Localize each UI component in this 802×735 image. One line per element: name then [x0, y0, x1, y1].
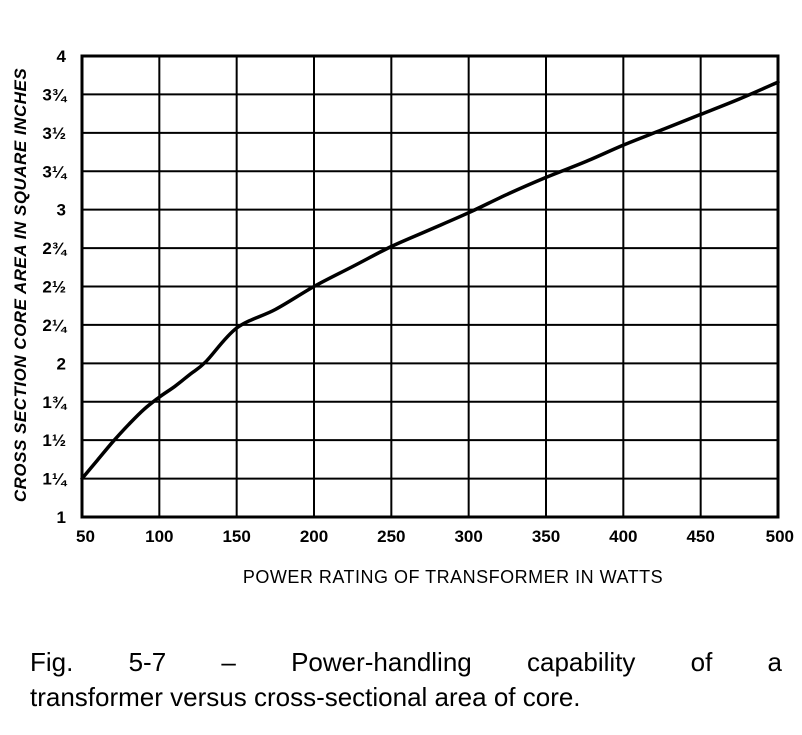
x-tick-label-4: 250 [377, 527, 405, 546]
series-line-0 [80, 80, 780, 481]
caption-line-1: Fig. 5-7 – Power-handling capability of … [30, 647, 782, 677]
y-axis-label: CROSS SECTION CORE AREA IN SQUARE INCHES [11, 68, 30, 503]
caption-line-2: transformer versus cross-sectional area … [30, 682, 581, 712]
y-tick-label-11: 3¾ [42, 85, 67, 104]
chart: 1 1¼ 1½ 1¾ 2 2¼ 2½ 2¾ 3 3¼ 3½ 3¾ 4 50 100 150 200 250 300… [11, 47, 794, 587]
x-tick-labels: 50 100 150 200 250 300 350 400 450 500 [76, 527, 794, 546]
x-tick-label-9: 500 [766, 527, 794, 546]
y-tick-label-2: 1½ [42, 431, 66, 450]
y-tick-label-5: 2¼ [42, 316, 67, 335]
x-tick-label-7: 400 [609, 527, 637, 546]
x-axis-label: POWER RATING OF TRANSFORMER IN WATTS [243, 567, 663, 587]
y-tick-label-10: 3½ [42, 124, 66, 143]
plot-frame [80, 54, 780, 519]
x-tick-label-3: 200 [300, 527, 328, 546]
y-tick-label-8: 3 [57, 201, 66, 220]
y-tick-labels: 1 1¼ 1½ 1¾ 2 2¼ 2½ 2¾ 3 3¼ 3½ 3¾ 4 [42, 47, 67, 527]
x-tick-label-6: 350 [532, 527, 560, 546]
x-tick-label-1: 100 [145, 527, 173, 546]
y-tick-label-1: 1¼ [42, 470, 67, 489]
y-tick-label-7: 2¾ [42, 239, 67, 258]
x-tick-label-2: 150 [222, 527, 250, 546]
y-tick-label-6: 2½ [42, 278, 66, 297]
figure-caption: Fig. 5-7 – Power-handling capability of … [30, 645, 782, 715]
y-tick-label-3: 1¾ [42, 393, 67, 412]
y-tick-label-0: 1 [57, 508, 66, 527]
x-tick-label-5: 300 [454, 527, 482, 546]
y-tick-label-4: 2 [57, 354, 66, 373]
x-tick-label-8: 450 [686, 527, 714, 546]
y-tick-label-9: 3¼ [42, 162, 67, 181]
x-tick-label-0: 50 [76, 527, 95, 546]
curve [80, 80, 780, 481]
y-tick-label-12: 4 [57, 47, 67, 66]
plot-border [80, 54, 780, 519]
